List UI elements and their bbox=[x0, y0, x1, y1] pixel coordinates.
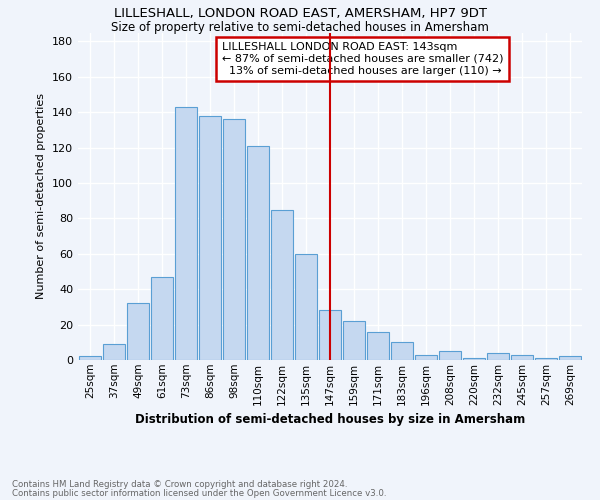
Bar bbox=[295, 254, 317, 360]
Bar bbox=[415, 354, 437, 360]
Bar bbox=[535, 358, 557, 360]
Bar bbox=[511, 354, 533, 360]
Bar bbox=[271, 210, 293, 360]
Text: Contains public sector information licensed under the Open Government Licence v3: Contains public sector information licen… bbox=[12, 489, 386, 498]
Text: Contains HM Land Registry data © Crown copyright and database right 2024.: Contains HM Land Registry data © Crown c… bbox=[12, 480, 347, 489]
Bar bbox=[487, 353, 509, 360]
Bar bbox=[391, 342, 413, 360]
Bar bbox=[367, 332, 389, 360]
Bar bbox=[439, 351, 461, 360]
Bar bbox=[559, 356, 581, 360]
Bar bbox=[463, 358, 485, 360]
Text: Size of property relative to semi-detached houses in Amersham: Size of property relative to semi-detach… bbox=[111, 21, 489, 34]
Bar bbox=[319, 310, 341, 360]
Text: LILLESHALL LONDON ROAD EAST: 143sqm
← 87% of semi-detached houses are smaller (7: LILLESHALL LONDON ROAD EAST: 143sqm ← 87… bbox=[221, 42, 503, 76]
Bar bbox=[247, 146, 269, 360]
Bar bbox=[79, 356, 101, 360]
Bar bbox=[223, 119, 245, 360]
Bar bbox=[103, 344, 125, 360]
X-axis label: Distribution of semi-detached houses by size in Amersham: Distribution of semi-detached houses by … bbox=[135, 413, 525, 426]
Bar bbox=[151, 277, 173, 360]
Bar bbox=[175, 107, 197, 360]
Bar bbox=[199, 116, 221, 360]
Text: LILLESHALL, LONDON ROAD EAST, AMERSHAM, HP7 9DT: LILLESHALL, LONDON ROAD EAST, AMERSHAM, … bbox=[113, 8, 487, 20]
Y-axis label: Number of semi-detached properties: Number of semi-detached properties bbox=[37, 93, 46, 299]
Bar bbox=[127, 304, 149, 360]
Bar bbox=[343, 321, 365, 360]
